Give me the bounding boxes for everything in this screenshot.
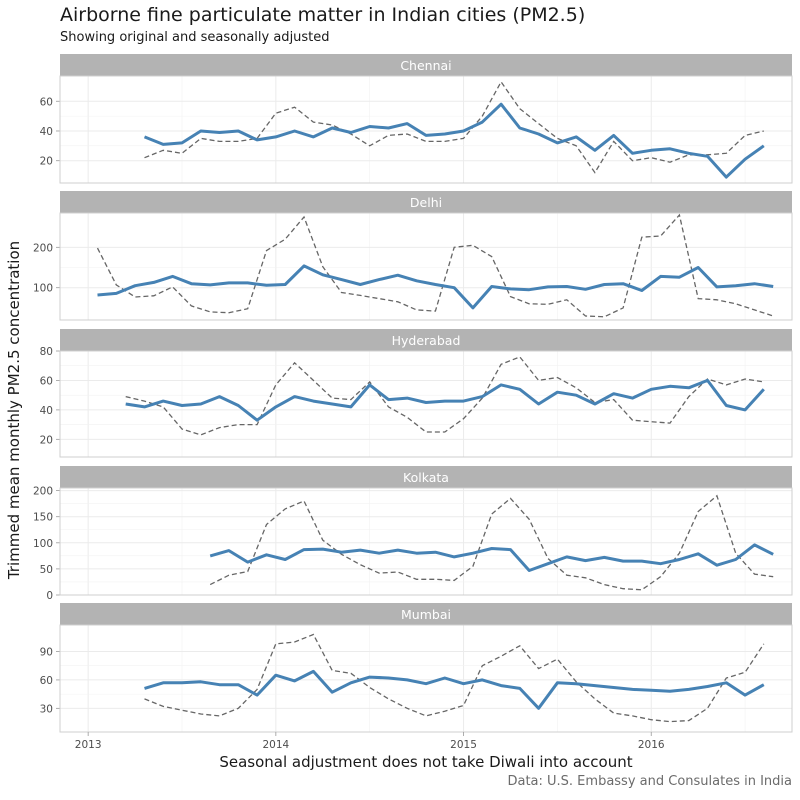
series-original-line xyxy=(209,494,774,591)
y-tick-label: 100 xyxy=(33,538,53,550)
facet-panel-mumbai: Mumbai 30 60 90 xyxy=(40,603,793,733)
facet-panel-kolkata: Kolkata 0 50 100 150 200 xyxy=(33,466,793,602)
x-axis-label: Seasonal adjustment does not take Diwali… xyxy=(219,753,633,771)
y-tick-label: 200 xyxy=(33,486,53,498)
y-tick-label: 60 xyxy=(40,375,53,387)
y-tick-label: 40 xyxy=(40,126,53,138)
series-adjusted-line xyxy=(143,102,765,179)
panel-border xyxy=(59,487,793,596)
y-tick-label: 60 xyxy=(40,96,53,108)
y-tick-label: 80 xyxy=(40,346,53,358)
x-tick-label: 2016 xyxy=(638,739,665,751)
series-adjusted-line xyxy=(144,669,765,710)
series-original-line xyxy=(96,213,774,318)
x-tick-label: 2014 xyxy=(262,739,289,751)
y-tick-label: 60 xyxy=(40,675,53,687)
series-adjusted-line xyxy=(97,264,774,310)
facet-strip-label: Delhi xyxy=(410,195,442,210)
x-tick-label: 2015 xyxy=(450,739,477,751)
facet-strip xyxy=(60,466,792,488)
facet-strip xyxy=(60,54,792,76)
facet-strip xyxy=(60,191,792,213)
y-tick-label: 200 xyxy=(33,242,53,254)
facet-panel-delhi: Delhi 100 200 xyxy=(33,191,793,321)
series-adjusted-line xyxy=(125,378,765,422)
y-tick-label: 30 xyxy=(40,703,53,715)
panel-border xyxy=(59,350,793,458)
x-tick-label: 2013 xyxy=(75,739,102,751)
facet-strip-label: Chennai xyxy=(400,58,451,73)
y-tick-label: 100 xyxy=(33,283,53,295)
series-adjusted-line xyxy=(209,543,774,572)
y-tick-label: 20 xyxy=(40,434,53,446)
facet-strip-label: Kolkata xyxy=(403,470,449,485)
y-tick-label: 50 xyxy=(40,564,53,576)
y-tick-label: 90 xyxy=(40,647,53,659)
facet-panel-hyderabad: Hyderabad 20 40 60 80 xyxy=(40,329,793,458)
facet-strip xyxy=(60,329,792,351)
y-tick-label: 0 xyxy=(46,590,53,602)
facet-strip-label: Mumbai xyxy=(401,607,451,622)
y-tick-label: 40 xyxy=(40,405,53,417)
facet-strip xyxy=(60,603,792,625)
series-original-line xyxy=(144,633,765,723)
chart-subtitle: Showing original and seasonally adjusted xyxy=(60,30,330,45)
chart-caption: Data: U.S. Embassy and Consulates in Ind… xyxy=(507,774,792,789)
facet-panel-chennai: Chennai 20 40 60 xyxy=(40,54,793,184)
panel-border xyxy=(59,75,793,184)
chart-title: Airborne fine particulate matter in Indi… xyxy=(60,4,586,26)
y-tick-label: 20 xyxy=(40,156,53,168)
series-original-line xyxy=(125,356,764,436)
series-original-line xyxy=(144,80,764,174)
y-axis-label: Trimmed mean monthly PM2.5 concentration xyxy=(5,240,23,580)
facet-strip-label: Hyderabad xyxy=(392,333,461,348)
panel-border xyxy=(59,624,793,733)
panel-border xyxy=(59,212,793,321)
y-tick-label: 150 xyxy=(33,512,53,524)
